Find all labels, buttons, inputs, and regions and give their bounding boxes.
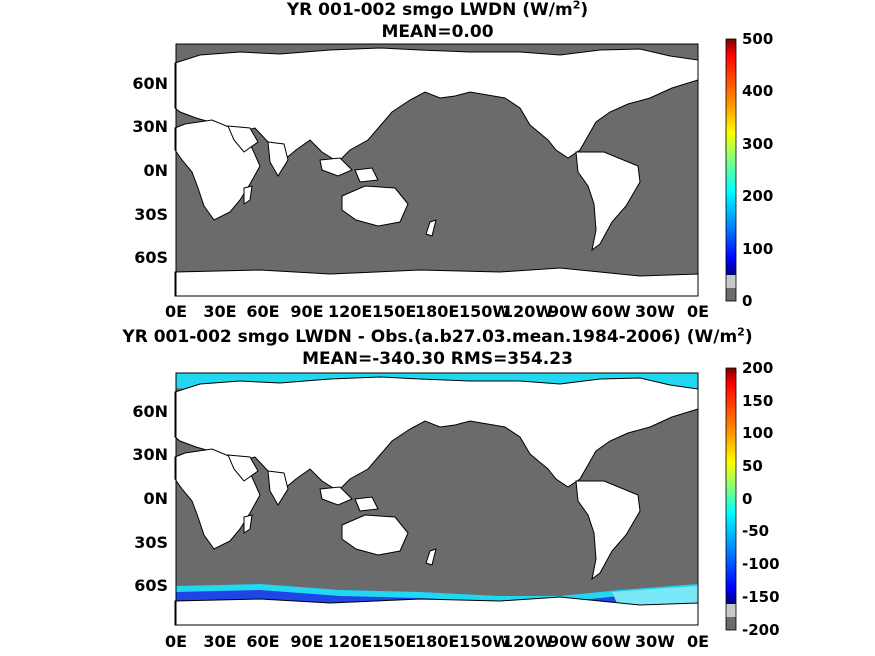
colorbar-1-tick-100: 100 xyxy=(742,240,774,258)
lon-label-1-12: 0E xyxy=(686,302,710,321)
lat-label-0n-1: 0N xyxy=(143,161,168,180)
map-frame-1 xyxy=(175,43,699,297)
lon-label-2-3: 90E xyxy=(290,632,324,651)
lon-label-1-7: 150W xyxy=(459,302,511,321)
lon-label-1-2: 60E xyxy=(246,302,280,321)
lon-label-2-5: 150E xyxy=(372,632,417,651)
lat-label-60s-1: 60S xyxy=(134,248,168,267)
colorbar-2-tick-neg200: -200 xyxy=(742,621,780,639)
lon-label-2-1: 30E xyxy=(203,632,237,651)
lon-label-2-12: 0E xyxy=(686,632,710,651)
lat-label-30n-2: 30N xyxy=(132,445,168,464)
lon-label-1-6: 180E xyxy=(415,302,460,321)
colorbar-2-tick-150: 150 xyxy=(742,392,774,410)
colorbar-2-tick-200: 200 xyxy=(742,359,774,377)
lat-label-60s-2: 60S xyxy=(134,576,168,595)
lon-label-2-0: 0E xyxy=(164,632,188,651)
lat-label-30s-2: 30S xyxy=(134,533,168,552)
map-panel-2 xyxy=(174,372,699,626)
colorbar-1 xyxy=(725,38,737,302)
lon-label-2-8: 120W xyxy=(502,632,554,651)
colorbar-2 xyxy=(725,367,737,631)
lon-label-2-2: 60E xyxy=(246,632,280,651)
panel-1-subtitle: MEAN=0.00 xyxy=(381,22,494,42)
colorbar-1-scale xyxy=(725,38,737,302)
lon-label-1-11: 30W xyxy=(635,302,675,321)
lon-label-1-5: 150E xyxy=(372,302,417,321)
map-frame-2 xyxy=(175,372,699,626)
lon-label-2-11: 30W xyxy=(635,632,675,651)
colorbar-2-tick-0: 0 xyxy=(742,490,753,508)
panel-1-title: YR 001-002 smgo LWDN (W/m2) xyxy=(286,0,589,20)
lon-label-1-10: 60W xyxy=(591,302,631,321)
lat-label-60n-2: 60N xyxy=(132,402,168,421)
lon-label-2-7: 150W xyxy=(459,632,511,651)
colorbar-2-tick-50: 50 xyxy=(742,457,763,475)
colorbar-2-tick-neg150: -150 xyxy=(742,588,780,606)
lon-label-1-9: 90W xyxy=(548,302,588,321)
lon-label-2-10: 60W xyxy=(591,632,631,651)
panel-2-subtitle: MEAN=-340.30 RMS=354.23 xyxy=(302,349,573,369)
colorbar-2-tick-100: 100 xyxy=(742,424,774,442)
lon-label-1-4: 120E xyxy=(328,302,373,321)
colorbar-2-tick-neg100: -100 xyxy=(742,555,780,573)
lon-label-2-9: 90W xyxy=(548,632,588,651)
colorbar-1-tick-500: 500 xyxy=(742,30,774,48)
lat-label-30n-1: 30N xyxy=(132,117,168,136)
colorbar-1-tick-400: 400 xyxy=(742,82,774,100)
lon-label-1-0: 0E xyxy=(164,302,188,321)
lon-label-2-4: 120E xyxy=(328,632,373,651)
lon-label-1-3: 90E xyxy=(290,302,324,321)
lon-label-1-1: 30E xyxy=(203,302,237,321)
lat-label-30s-1: 30S xyxy=(134,205,168,224)
colorbar-1-tick-0: 0 xyxy=(742,292,753,310)
map-panel-1 xyxy=(174,43,699,297)
lon-label-2-6: 180E xyxy=(415,632,460,651)
lat-label-0n-2: 0N xyxy=(143,489,168,508)
colorbar-2-scale xyxy=(725,367,737,631)
lon-label-1-8: 120W xyxy=(502,302,554,321)
lat-label-60n-1: 60N xyxy=(132,74,168,93)
panel-2-title: YR 001-002 smgo LWDN - Obs.(a.b27.03.mea… xyxy=(122,325,753,347)
colorbar-1-tick-200: 200 xyxy=(742,187,774,205)
colorbar-1-tick-300: 300 xyxy=(742,135,774,153)
colorbar-2-tick-neg50: -50 xyxy=(742,522,770,540)
